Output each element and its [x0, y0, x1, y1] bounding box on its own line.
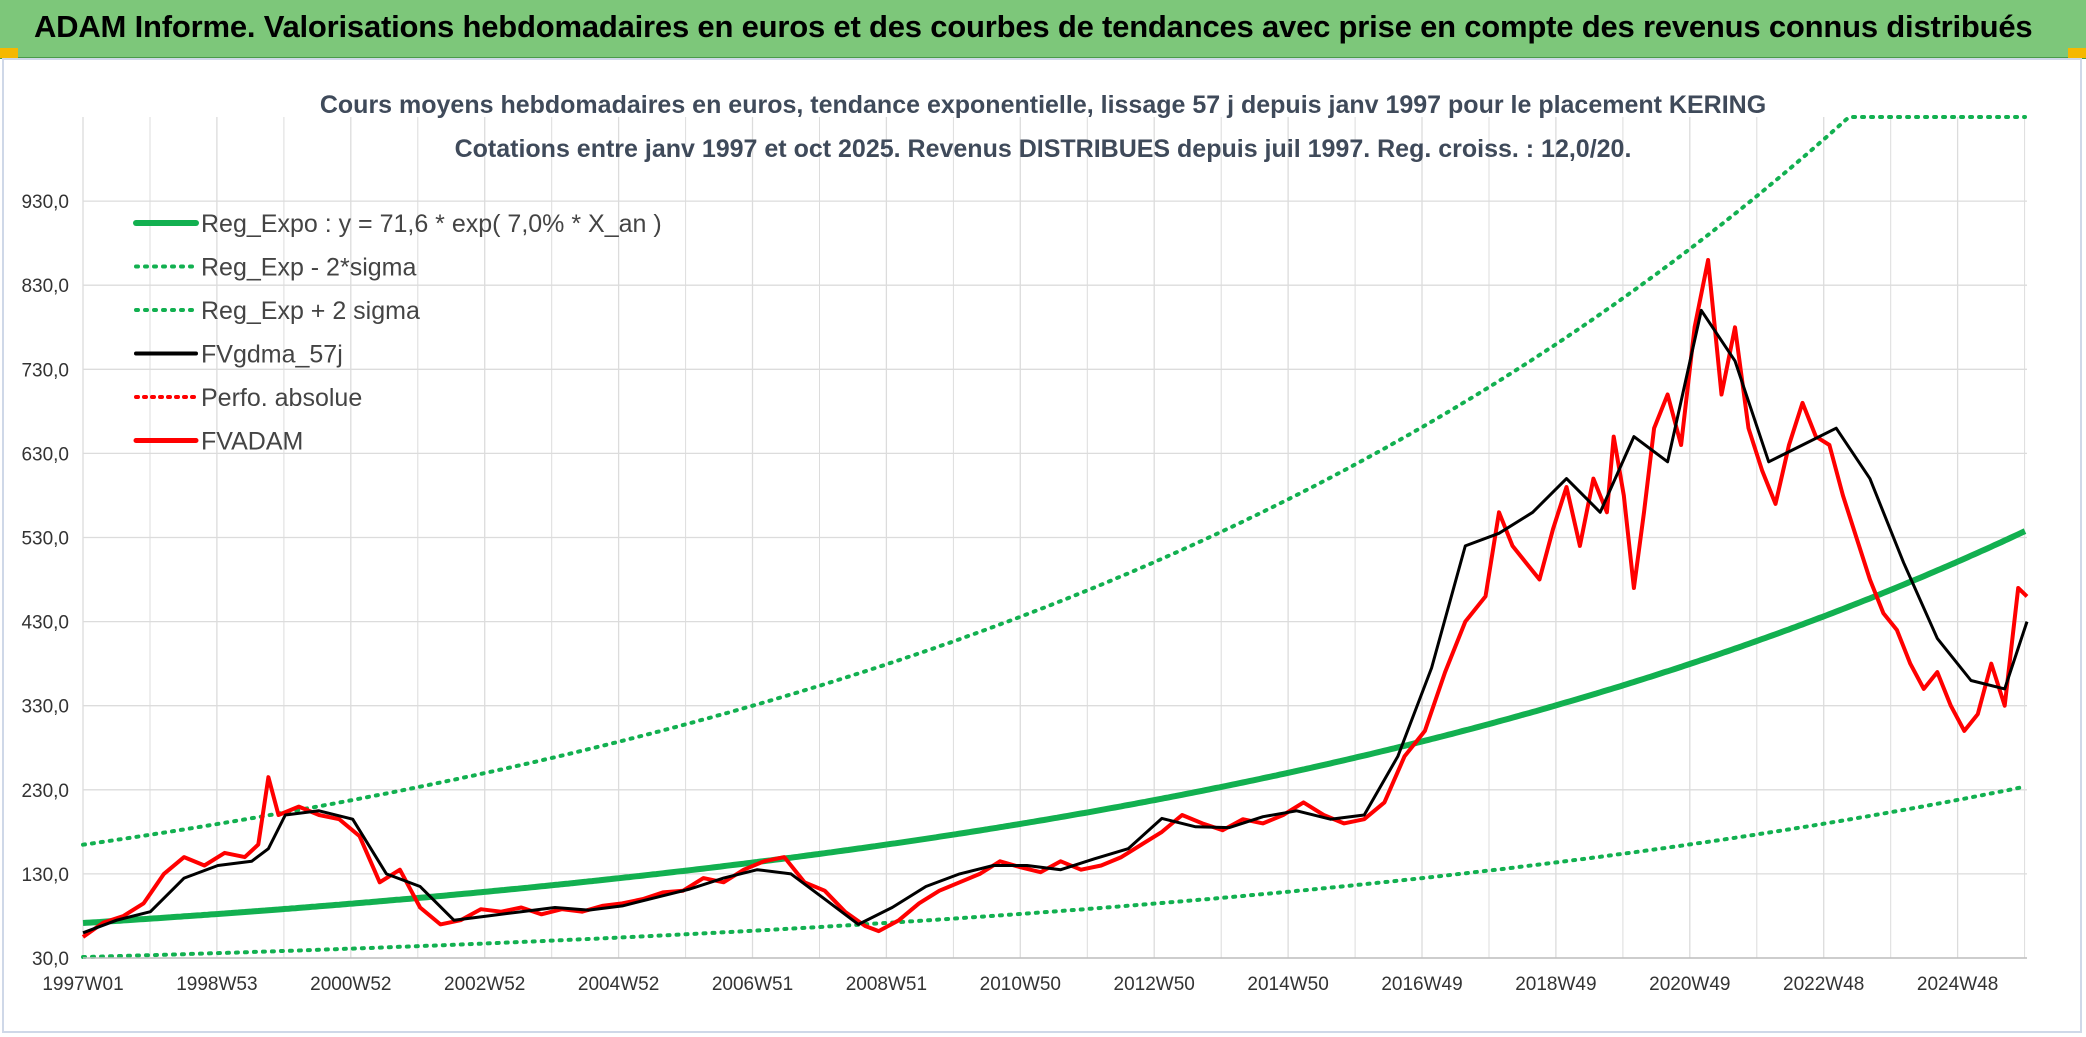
legend-fvgdma-57j: FVgdma_57j	[134, 341, 343, 369]
y-tick-label: 830,0	[21, 276, 69, 297]
y-tick-label: 130,0	[21, 865, 69, 886]
series-reg-expo	[82, 528, 2027, 926]
x-tick-label: 2018W49	[1515, 974, 1596, 995]
x-tick-label: 2004W52	[578, 974, 659, 995]
series-fvgdma-57j	[82, 308, 2029, 935]
banner: ADAM Informe. Valorisations hebdomadaire…	[0, 0, 2086, 59]
x-tick-label: 2020W49	[1649, 974, 1730, 995]
x-tick-label: 2010W50	[980, 974, 1061, 995]
legend-label: FVgdma_57j	[201, 341, 343, 369]
legend-label: Reg_Expo : y = 71,6 * exp( 7,0% * X_an )	[201, 210, 662, 238]
x-tick-label: 2022W48	[1783, 974, 1864, 995]
y-tick-label: 330,0	[21, 697, 69, 718]
banner-corner-right	[2068, 48, 2086, 58]
chart-title: Cours moyens hebdomadaires en euros, ten…	[320, 91, 1766, 119]
x-tick-label: 2014W50	[1247, 974, 1328, 995]
y-tick-label: 630,0	[21, 444, 69, 465]
y-tick-label: 430,0	[21, 613, 69, 634]
y-tick-label: 930,0	[21, 192, 69, 213]
legend: Reg_Expo : y = 71,6 * exp( 7,0% * X_an )…	[133, 210, 662, 456]
x-tick-label: 2024W48	[1917, 974, 1998, 995]
series-fvadam	[81, 258, 2029, 939]
legend-reg-expo: Reg_Expo : y = 71,6 * exp( 7,0% * X_an )	[133, 210, 662, 238]
y-tick-label: 530,0	[21, 529, 69, 550]
chart-frame	[2, 58, 2082, 1033]
axes: 30,0 130,0 230,0 330,0 430,0 530,0 630,0 730,0 8…	[21, 192, 2027, 995]
page-title: ADAM Informe. Valorisations hebdomadaire…	[34, 9, 2033, 44]
series-layer	[81, 115, 2029, 959]
x-tick-label: 1998W53	[176, 974, 257, 995]
x-tick-label: 2006W51	[712, 974, 793, 995]
x-tick-label: 2016W49	[1381, 974, 1462, 995]
series-reg-plus-2sigma	[81, 115, 2027, 847]
legend-label: Perfo. absolue	[201, 384, 362, 412]
legend-fvadam: FVADAM	[133, 428, 303, 456]
chart-subtitle: Cotations entre janv 1997 et oct 2025. R…	[455, 135, 1632, 163]
y-tick-label: 730,0	[21, 360, 69, 381]
banner-corner-left	[0, 48, 18, 58]
x-tick-label: 1997W01	[42, 974, 123, 995]
legend-label: Reg_Exp + 2 sigma	[201, 297, 420, 325]
legend-reg-plus-2sigma: Reg_Exp + 2 sigma	[134, 297, 420, 325]
legend-label: FVADAM	[201, 428, 303, 456]
grid	[82, 117, 2027, 959]
y-tick-label: 230,0	[21, 781, 69, 802]
y-tick-label: 30,0	[32, 949, 69, 970]
legend-label: Reg_Exp - 2*sigma	[201, 254, 416, 282]
x-tick-label: 2008W51	[846, 974, 927, 995]
series-reg-minus-2sigma	[81, 784, 2027, 959]
x-tick-label: 2012W50	[1114, 974, 1195, 995]
x-tick-label: 2000W52	[310, 974, 391, 995]
legend-perfo-absolue: Perfo. absolue	[134, 384, 362, 412]
legend-reg-minus-2sigma: Reg_Exp - 2*sigma	[134, 254, 416, 282]
x-tick-label: 2002W52	[444, 974, 525, 995]
